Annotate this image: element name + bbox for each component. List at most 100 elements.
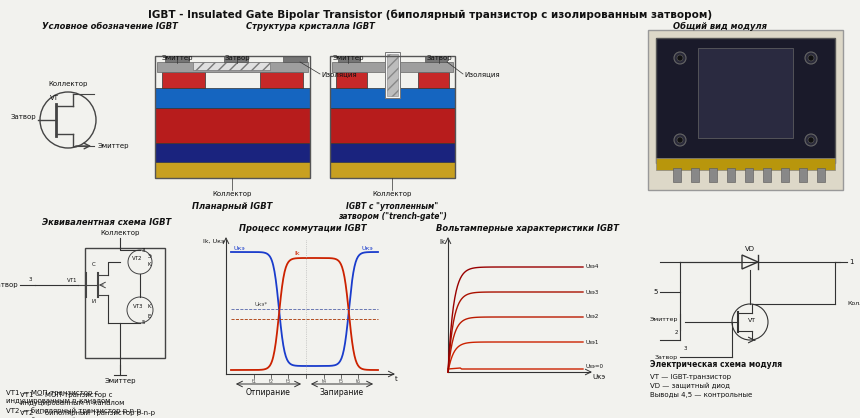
- Text: Ik: Ik: [294, 251, 300, 256]
- Text: Uзэ2: Uзэ2: [585, 314, 599, 319]
- Text: Uзэ1: Uзэ1: [585, 339, 599, 344]
- Circle shape: [674, 52, 686, 64]
- Text: Эмиттер: Эмиттер: [98, 143, 130, 149]
- Text: И: И: [92, 299, 96, 304]
- Text: t6: t6: [355, 379, 360, 384]
- Text: IGBT с "утопленным"
затвором ("trench-gate"): IGBT с "утопленным" затвором ("trench-ga…: [338, 202, 446, 222]
- Bar: [330, 108, 455, 143]
- Text: Uзэ4: Uзэ4: [585, 265, 599, 270]
- Bar: [155, 162, 310, 178]
- Text: t3: t3: [286, 379, 291, 384]
- Text: Коллектор: Коллектор: [847, 301, 860, 306]
- Text: Эмиттер: Эмиттер: [162, 55, 193, 61]
- Bar: [656, 158, 835, 170]
- Text: 5: 5: [654, 289, 658, 295]
- Bar: [799, 168, 807, 182]
- Text: Эмиттер: Эмиттер: [104, 378, 136, 384]
- Bar: [330, 143, 455, 162]
- Text: Структура кристалла IGBT: Структура кристалла IGBT: [246, 22, 374, 31]
- Text: t: t: [395, 376, 397, 382]
- Bar: [727, 168, 735, 182]
- Bar: [155, 56, 310, 178]
- Text: Эквивалентная схема IGBT: Эквивалентная схема IGBT: [42, 218, 171, 227]
- Text: Планарный IGBT: Планарный IGBT: [192, 202, 272, 211]
- Bar: [260, 72, 303, 88]
- Text: 3: 3: [684, 346, 687, 351]
- Text: t4: t4: [322, 379, 327, 384]
- Text: VT2: VT2: [132, 255, 142, 260]
- Circle shape: [674, 134, 686, 146]
- Circle shape: [805, 134, 817, 146]
- Bar: [162, 72, 205, 88]
- Circle shape: [677, 137, 683, 143]
- Text: Uкэ*: Uкэ*: [255, 302, 267, 307]
- Text: Uкэ: Uкэ: [234, 246, 246, 251]
- Bar: [781, 168, 789, 182]
- Bar: [745, 168, 753, 182]
- Text: Uкэ: Uкэ: [592, 374, 605, 380]
- Text: t2: t2: [268, 379, 273, 384]
- Text: t1: t1: [251, 379, 256, 384]
- Text: Затвор: Затвор: [0, 282, 18, 288]
- Text: VT1: VT1: [67, 278, 77, 283]
- Text: Отпирание: Отпирание: [246, 388, 291, 397]
- Circle shape: [808, 137, 814, 143]
- Text: Затвор: Затвор: [10, 114, 36, 120]
- Text: Е: Е: [148, 314, 151, 319]
- Text: VT: VT: [50, 95, 59, 101]
- Bar: [338, 56, 360, 62]
- Text: VT3: VT3: [132, 303, 144, 308]
- Bar: [418, 72, 449, 88]
- Text: 1: 1: [849, 259, 853, 265]
- Text: Э: Э: [148, 253, 152, 258]
- Bar: [283, 56, 307, 62]
- Bar: [330, 162, 455, 178]
- Text: C: C: [92, 262, 95, 267]
- Bar: [85, 248, 165, 358]
- Text: Затвор: Затвор: [427, 55, 452, 61]
- Text: Uзэ3: Uзэ3: [585, 290, 599, 295]
- Text: t5: t5: [339, 379, 343, 384]
- Text: 5: 5: [142, 320, 145, 325]
- Text: K: K: [148, 262, 151, 267]
- Circle shape: [808, 55, 814, 61]
- Bar: [817, 168, 825, 182]
- Bar: [330, 56, 455, 178]
- Bar: [385, 52, 400, 98]
- Bar: [155, 88, 310, 108]
- Bar: [332, 62, 453, 72]
- Text: Изоляция: Изоляция: [464, 71, 500, 77]
- Bar: [763, 168, 771, 182]
- Bar: [155, 108, 310, 143]
- Circle shape: [677, 55, 683, 61]
- Text: VD: VD: [745, 246, 755, 252]
- Text: K: K: [148, 304, 151, 309]
- Text: Электрическая схема модуля: Электрическая схема модуля: [650, 360, 782, 369]
- Text: Эмиттер: Эмиттер: [649, 318, 678, 323]
- Text: Затвор: Затвор: [654, 354, 678, 359]
- Text: 3: 3: [142, 248, 145, 253]
- Bar: [648, 30, 843, 190]
- Bar: [330, 88, 455, 108]
- Text: 3: 3: [28, 277, 32, 282]
- Bar: [691, 168, 699, 182]
- Text: Затвор: Затвор: [224, 55, 249, 61]
- Bar: [709, 168, 717, 182]
- Text: Эмиттер: Эмиттер: [332, 55, 364, 61]
- Text: IGBT - Insulated Gate Bipolar Transistor (биполярный транзистор с изолированным : IGBT - Insulated Gate Bipolar Transistor…: [148, 10, 712, 20]
- Bar: [387, 54, 398, 96]
- Bar: [698, 48, 793, 138]
- Bar: [224, 56, 248, 62]
- Text: VT: VT: [748, 318, 756, 323]
- Text: Коллектор: Коллектор: [212, 191, 252, 197]
- Text: VT1 — МОП-транзистор с
индуцированным n-каналом
VT2 — биполярный транзистор p-n-: VT1 — МОП-транзистор с индуцированным n-…: [20, 392, 156, 418]
- Text: VT1 — МОП-транзистор с
индуцированным n-каналом
VT2 — биполярный транзистор p-n-: VT1 — МОП-транзистор с индуцированным n-…: [6, 390, 141, 418]
- Bar: [157, 62, 308, 72]
- Text: VT — IGBT-транзистор
VD — защитный диод
Выводы 4,5 — контрольные: VT — IGBT-транзистор VD — защитный диод …: [650, 374, 752, 398]
- Bar: [193, 62, 270, 70]
- Text: Коллектор: Коллектор: [101, 230, 139, 236]
- Text: Коллектор: Коллектор: [372, 191, 412, 197]
- Text: Изоляция: Изоляция: [321, 71, 357, 77]
- Text: Запирание: Запирание: [320, 388, 364, 397]
- Bar: [425, 56, 447, 62]
